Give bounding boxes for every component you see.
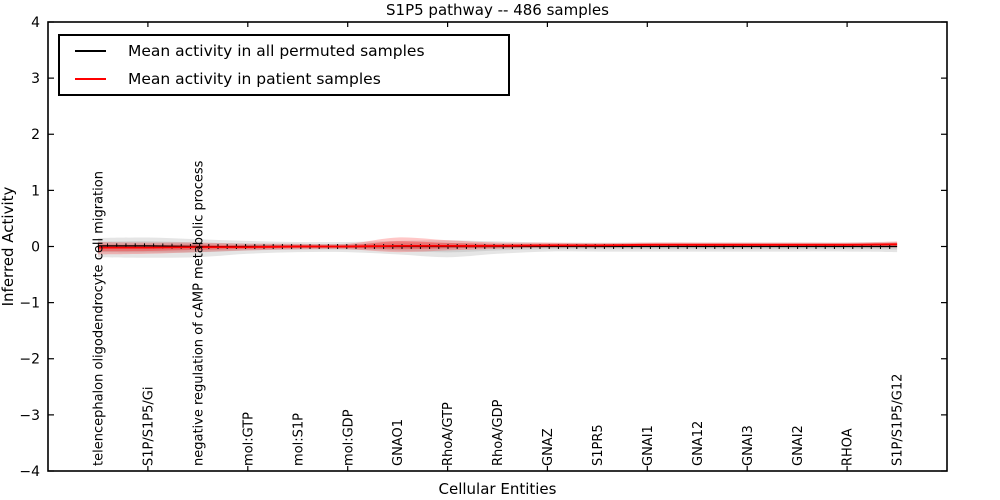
legend-item-patient: Mean activity in patient samples [60, 65, 508, 93]
patient-mean-line [97, 243, 898, 249]
legend-line-red-icon [75, 78, 106, 81]
y-tick-label: 3 [31, 71, 40, 87]
x-tick-label: RhoA/GDP [491, 399, 506, 466]
x-tick-label: GNAI3 [741, 425, 756, 466]
y-axis-label: Inferred Activity [0, 186, 17, 306]
x-axis-label: Cellular Entities [439, 480, 557, 498]
y-tick-label: 2 [31, 127, 40, 143]
y-tick-label: 4 [31, 15, 40, 31]
x-tick-label: mol:GTP [241, 412, 256, 466]
x-tick-label: RHOA [841, 428, 856, 466]
x-tick-label: telencephalon oligodendrocyte cell migra… [91, 171, 106, 466]
x-tick-label: RhoA/GTP [441, 402, 456, 466]
y-tick-label: −3 [19, 408, 40, 424]
y-tick-label: −1 [19, 296, 40, 312]
legend: Mean activity in all permuted samples Me… [58, 34, 510, 96]
y-tick-label: −2 [19, 352, 40, 368]
x-tick-label: S1P/S1P5/Gi [141, 387, 156, 466]
legend-line-black-icon [75, 49, 106, 52]
legend-label-permuted: Mean activity in all permuted samples [128, 41, 425, 60]
x-tick-label: GNAI2 [791, 425, 806, 466]
y-tick-label: 1 [31, 183, 40, 199]
x-tick-label: GNAI1 [641, 425, 656, 466]
y-tick-label: 0 [31, 239, 40, 255]
x-tick-label: S1P/S1P5/G12 [891, 374, 906, 466]
x-tick-label: GNAO1 [391, 419, 406, 466]
permuted-band-outer [97, 237, 898, 258]
chart-title: S1P5 pathway -- 486 samples [386, 1, 609, 19]
y-tick-label: −4 [19, 464, 40, 480]
x-tick-label: GNAZ [541, 428, 556, 466]
x-tick-label: mol:S1P [291, 413, 306, 466]
legend-label-patient: Mean activity in patient samples [128, 70, 381, 89]
x-tick-label: negative regulation of cAMP metabolic pr… [191, 160, 206, 466]
x-tick-label: mol:GDP [341, 409, 356, 466]
x-tick-label: GNA12 [691, 421, 706, 466]
legend-item-permuted: Mean activity in all permuted samples [60, 37, 508, 65]
x-tick-label: S1PR5 [591, 424, 606, 466]
